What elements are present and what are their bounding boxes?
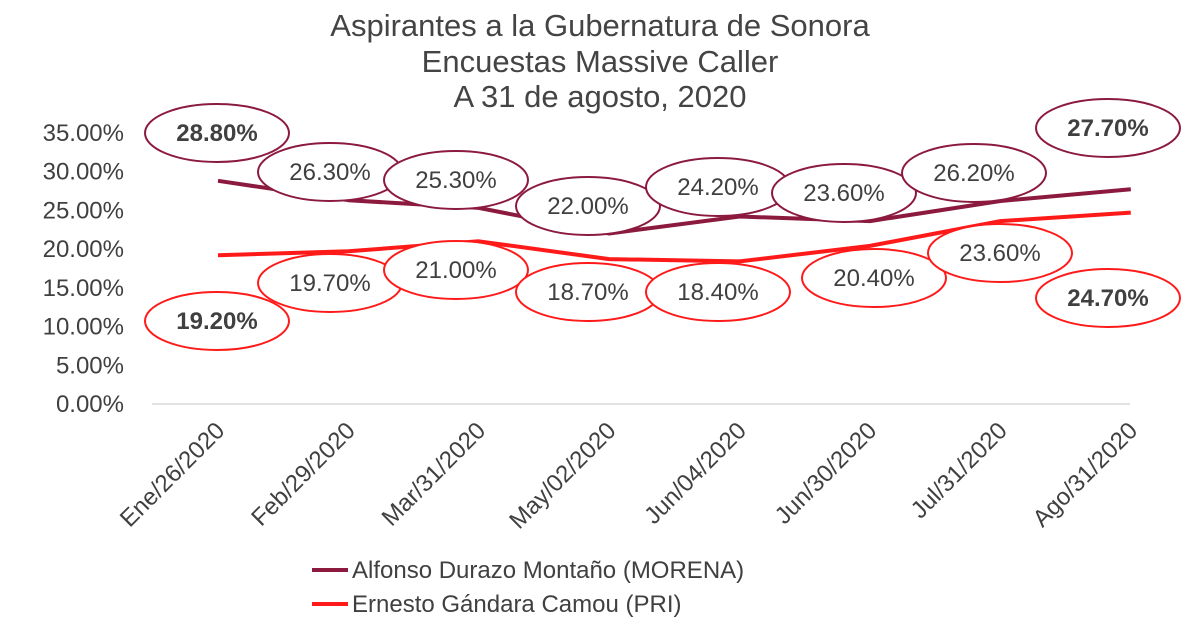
chart-title: Aspirantes a la Gubernatura de Sonora En… [330, 8, 870, 114]
data-label-text: 26.20% [933, 160, 1014, 187]
data-label-morena: 23.60% [771, 163, 917, 223]
x-tick-label: Ene/26/2020 [115, 417, 230, 532]
data-labels: 28.80% 26.30% 25.30% 22.00% 24.20% 23.60% 26.2… [144, 98, 1181, 351]
y-tick-label: 35.00% [43, 120, 124, 147]
data-label-bubble [515, 176, 661, 236]
legend: Alfonso Durazo Montaño (MORENA) Ernesto … [312, 557, 744, 618]
x-tick-label: Jun/04/2020 [639, 417, 752, 530]
series-line-morena [217, 178, 1131, 236]
data-label-pri: 18.70% [515, 262, 661, 322]
x-tick-label: May/02/2020 [504, 417, 621, 534]
data-label-bubble [383, 150, 529, 210]
x-tick-label: Ago/31/2020 [1028, 417, 1143, 532]
legend-item-morena: Alfonso Durazo Montaño (MORENA) [312, 557, 744, 584]
data-label-bubble [901, 143, 1047, 203]
data-label-text: 23.60% [959, 240, 1040, 267]
y-tick-label: 25.00% [43, 197, 124, 224]
data-label-text: 18.40% [677, 279, 758, 306]
data-label-morena: 26.30% [257, 142, 403, 202]
data-label-morena: 22.00% [515, 176, 661, 236]
data-label-morena: 24.20% [645, 157, 791, 217]
legend-label-morena: Alfonso Durazo Montaño (MORENA) [352, 557, 744, 584]
data-label-morena: 27.70% [1035, 98, 1181, 158]
x-tick-label: Jul/31/2020 [906, 417, 1013, 524]
data-label-text: 22.00% [547, 193, 628, 220]
data-label-bubble [927, 223, 1073, 283]
data-label-text: 27.70% [1067, 115, 1148, 142]
data-label-text: 24.20% [677, 174, 758, 201]
data-label-pri: 21.00% [383, 240, 529, 300]
data-label-bubble [383, 240, 529, 300]
y-tick-label: 0.00% [56, 391, 124, 418]
data-label-text: 18.70% [547, 279, 628, 306]
data-label-text: 19.70% [289, 270, 370, 297]
data-label-text: 23.60% [803, 180, 884, 207]
data-label-morena: 26.20% [901, 143, 1047, 203]
data-label-bubble [645, 262, 791, 322]
chart-title-line-3: A 31 de agosto, 2020 [453, 79, 746, 114]
y-axis: 0.00% 5.00% 10.00% 15.00% 20.00% 25.00% 30.00%… [43, 120, 124, 418]
data-label-bubble [144, 291, 290, 351]
y-tick-label: 10.00% [43, 314, 124, 341]
data-label-text: 28.80% [176, 120, 257, 147]
data-label-text: 19.20% [176, 308, 257, 335]
data-label-pri: 19.70% [257, 253, 403, 313]
data-label-text: 20.40% [833, 265, 914, 292]
chart-title-line-2: Encuestas Massive Caller [422, 44, 779, 79]
data-label-text: 26.30% [289, 159, 370, 186]
chart-title-line-1: Aspirantes a la Gubernatura de Sonora [330, 8, 870, 43]
data-label-morena: 28.80% [144, 103, 290, 163]
data-label-pri: 18.40% [645, 262, 791, 322]
data-label-bubble [144, 103, 290, 163]
data-label-bubble [1035, 268, 1181, 328]
y-tick-label: 15.00% [43, 275, 124, 302]
legend-item-pri: Ernesto Gándara Camou (PRI) [312, 591, 681, 618]
data-label-pri: 19.20% [144, 291, 290, 351]
y-tick-label: 5.00% [56, 352, 124, 379]
y-tick-label: 20.00% [43, 236, 124, 263]
data-label-bubble [1035, 98, 1181, 158]
legend-label-pri: Ernesto Gándara Camou (PRI) [352, 591, 681, 618]
x-tick-label: Feb/29/2020 [246, 417, 360, 531]
data-label-morena: 25.30% [383, 150, 529, 210]
x-tick-label: Jun/30/2020 [770, 417, 883, 530]
data-label-text: 24.70% [1067, 285, 1148, 312]
data-label-pri: 23.60% [927, 223, 1073, 283]
y-tick-label: 30.00% [43, 159, 124, 186]
x-axis: Ene/26/2020 Feb/29/2020 Mar/31/2020 May/02/… [115, 417, 1143, 534]
data-label-bubble [801, 248, 947, 308]
data-label-text: 21.00% [415, 257, 496, 284]
data-label-bubble [771, 163, 917, 223]
data-label-pri: 24.70% [1035, 268, 1181, 328]
data-label-pri: 20.40% [801, 248, 947, 308]
data-label-text: 25.30% [415, 167, 496, 194]
x-tick-label: Mar/31/2020 [377, 417, 491, 531]
